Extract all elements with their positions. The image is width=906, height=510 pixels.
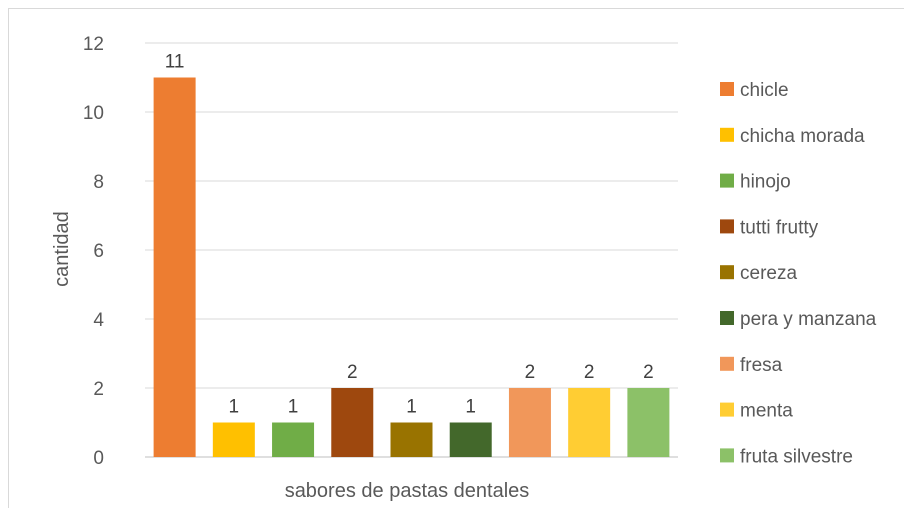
y-tick-label: 8 xyxy=(93,172,104,193)
data-label: 2 xyxy=(584,362,595,383)
y-tick-label: 6 xyxy=(93,241,104,262)
bars xyxy=(153,77,670,457)
data-label: 11 xyxy=(165,52,185,73)
bar-chicle xyxy=(153,77,196,457)
bar-cereza xyxy=(390,422,433,457)
bar-fresa xyxy=(508,388,551,457)
legend-swatch xyxy=(720,448,734,463)
x-axis-title: sabores de pastas dentales xyxy=(285,480,530,502)
legend-label: hinojo xyxy=(740,172,791,193)
bar-chicha-morada xyxy=(212,422,255,457)
legend-swatch xyxy=(720,82,734,96)
legend-label: chicha morada xyxy=(740,126,865,147)
legend: chicle chicha morada hinojo tutti frutty cer… xyxy=(720,80,877,467)
legend-label: fresa xyxy=(740,355,783,376)
legend-label: fruta silvestre xyxy=(740,446,853,467)
data-labels: 111 121 12 2 2 xyxy=(165,52,654,418)
data-label: 1 xyxy=(406,397,417,418)
legend-swatch xyxy=(720,173,734,188)
y-axis-ticks: 0 2 4 6 8 10 12 xyxy=(83,34,105,469)
legend-swatch xyxy=(720,356,734,371)
legend-label: chicle xyxy=(740,80,789,101)
chart-frame xyxy=(8,8,904,508)
legend-label: tutti frutty xyxy=(740,217,819,238)
legend-label: menta xyxy=(740,401,793,422)
y-tick-label: 0 xyxy=(93,448,104,469)
data-label: 2 xyxy=(643,362,654,383)
bar-fruta-silvestre xyxy=(627,388,670,457)
y-tick-label: 2 xyxy=(93,379,104,400)
bar-tutti-frutty xyxy=(331,388,374,457)
bar-pera-y-manzana xyxy=(449,422,492,457)
legend-swatch xyxy=(720,265,734,280)
data-label: 1 xyxy=(288,397,299,418)
y-tick-label: 12 xyxy=(83,34,104,55)
data-label: 1 xyxy=(229,397,240,418)
legend-swatch xyxy=(720,219,734,234)
data-label: 2 xyxy=(525,362,536,383)
legend-swatch xyxy=(720,402,734,417)
data-label: 1 xyxy=(465,397,476,418)
legend-swatch xyxy=(720,311,734,325)
legend-label: pera y manzana xyxy=(740,309,877,330)
bar-menta xyxy=(568,388,611,457)
y-tick-label: 10 xyxy=(83,103,104,124)
y-tick-label: 4 xyxy=(93,310,104,331)
data-label: 2 xyxy=(347,362,358,383)
legend-swatch xyxy=(720,127,734,142)
bar-hinojo xyxy=(272,422,315,457)
y-axis-title: cantidad xyxy=(51,211,73,287)
legend-label: cereza xyxy=(740,263,797,284)
